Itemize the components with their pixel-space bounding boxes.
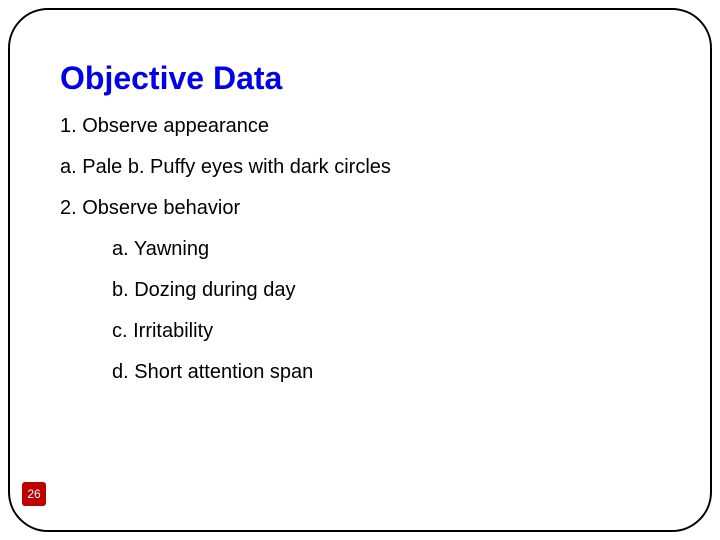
list-subitem: a. Yawning	[112, 238, 660, 261]
list-item: a. Pale b. Puffy eyes with dark circles	[60, 156, 660, 179]
slide-title: Objective Data	[60, 60, 660, 97]
page-number-badge: 26	[22, 482, 46, 506]
list-subitem: b. Dozing during day	[112, 279, 660, 302]
list-item: 2. Observe behavior	[60, 197, 660, 220]
list-item: 1. Observe appearance	[60, 115, 660, 138]
slide-content: Objective Data 1. Observe appearance a. …	[60, 60, 660, 480]
list-subitem: d. Short attention span	[112, 361, 660, 384]
list-subitem: c. Irritability	[112, 320, 660, 343]
